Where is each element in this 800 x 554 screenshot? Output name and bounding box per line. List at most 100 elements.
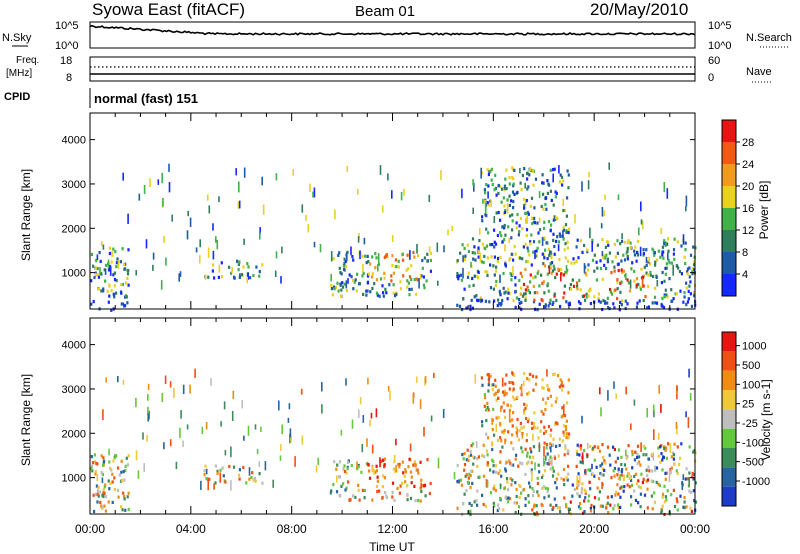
power-pixel [397, 259, 400, 263]
velocity-pixel [208, 477, 211, 481]
power-pixel [654, 260, 657, 264]
velocity-pixel [579, 506, 582, 511]
velocity-pixel [120, 478, 124, 482]
velocity-pixel [565, 435, 568, 439]
velocity-pixel [576, 452, 579, 456]
velocity-pixel [224, 449, 227, 456]
velocity-pixel [543, 457, 545, 467]
power-pixel [101, 241, 103, 247]
velocity-pixel [516, 428, 519, 438]
power-pixel [656, 280, 659, 287]
velocity-pixel [577, 472, 580, 476]
power-pixel [345, 280, 348, 289]
velocity-pixel [113, 487, 116, 492]
power-pixel [603, 263, 606, 267]
velocity-colorbar-swatch [722, 332, 736, 352]
velocity-pixel [203, 469, 206, 473]
power-pixel [688, 284, 691, 288]
velocity-pixel [519, 461, 522, 465]
power-pixel [614, 255, 617, 259]
velocity-pixel [504, 495, 507, 499]
velocity-pixel [148, 410, 150, 420]
velocity-pixel [524, 497, 527, 501]
velocity-pixel [512, 463, 515, 467]
velocity-pixel [519, 484, 522, 489]
velocity-pixel [462, 502, 465, 506]
power-pixel [642, 252, 645, 256]
power-pixel [178, 273, 180, 282]
power-pixel [575, 259, 578, 263]
power-pixel [584, 298, 587, 302]
velocity-pixel [485, 432, 488, 436]
velocity-pixel [639, 505, 642, 509]
velocity-pixel [626, 454, 629, 458]
velocity-pixel [118, 473, 121, 477]
power-pixel [653, 251, 656, 255]
velocity-pixel [678, 462, 681, 467]
velocity-pixel [555, 421, 558, 425]
power-pixel [621, 299, 624, 303]
power-pixel [96, 266, 99, 271]
power-pixel [521, 294, 525, 298]
power-pixel [493, 188, 496, 192]
power-pixel [217, 275, 220, 279]
power-pixel [346, 252, 348, 262]
power-pixel [601, 277, 604, 281]
velocity-pixel [681, 480, 684, 491]
power-pixel [500, 200, 503, 204]
velocity-pixel [279, 455, 282, 461]
power-pixel [604, 194, 606, 200]
velocity-pixel [543, 469, 546, 473]
power-pixel [461, 243, 464, 247]
velocity-pixel [646, 506, 649, 510]
power-pixel [666, 188, 669, 199]
velocity-pixel [566, 478, 569, 482]
velocity-pixel [220, 421, 222, 427]
power-pixel [647, 284, 650, 289]
power-pixel [597, 292, 600, 296]
power-pixel [543, 256, 546, 260]
power-pixel [359, 250, 361, 260]
velocity-pixel [467, 476, 470, 480]
velocity-pixel [530, 421, 534, 425]
power-pixel [557, 240, 561, 244]
velocity-pixel [557, 472, 560, 476]
velocity-pixel [512, 387, 515, 391]
power-pixel [524, 242, 527, 246]
power-pixel [220, 275, 224, 279]
power-pixel [390, 279, 393, 283]
velocity-pixel [670, 493, 673, 497]
power-pixel [111, 251, 114, 255]
velocity-pixel [370, 412, 373, 419]
velocity-pixel [481, 453, 484, 457]
power-pixel [623, 240, 626, 244]
nsky-label: N.Sky [2, 32, 32, 44]
velocity-colorbar-swatch [722, 370, 736, 390]
velocity-pixel [490, 383, 493, 387]
power-pixel [589, 301, 592, 306]
power-pixel [546, 284, 549, 288]
velocity-pixel [528, 455, 531, 459]
power-pixel [339, 270, 342, 275]
velocity-pixel [515, 494, 518, 499]
power-pixel [524, 288, 527, 292]
power-pixel [552, 218, 555, 222]
velocity-pixel [531, 508, 534, 512]
power-pixel [524, 267, 527, 271]
velocity-pixel [576, 443, 579, 447]
power-pixel [301, 204, 304, 213]
velocity-pixel [626, 483, 629, 487]
velocity-pixel [580, 486, 584, 490]
power-pixel [553, 252, 556, 256]
velocity-pixel [493, 393, 496, 397]
power-pixel [400, 191, 403, 201]
velocity-pixel [398, 465, 401, 469]
power-pixel [527, 249, 530, 253]
velocity-pixel [683, 500, 686, 504]
velocity-pixel [241, 400, 243, 409]
power-pixel [490, 167, 493, 171]
power-pixel [532, 183, 535, 187]
velocity-pixel [301, 435, 304, 445]
velocity-pixel [651, 469, 654, 473]
power-pixel [662, 250, 665, 254]
